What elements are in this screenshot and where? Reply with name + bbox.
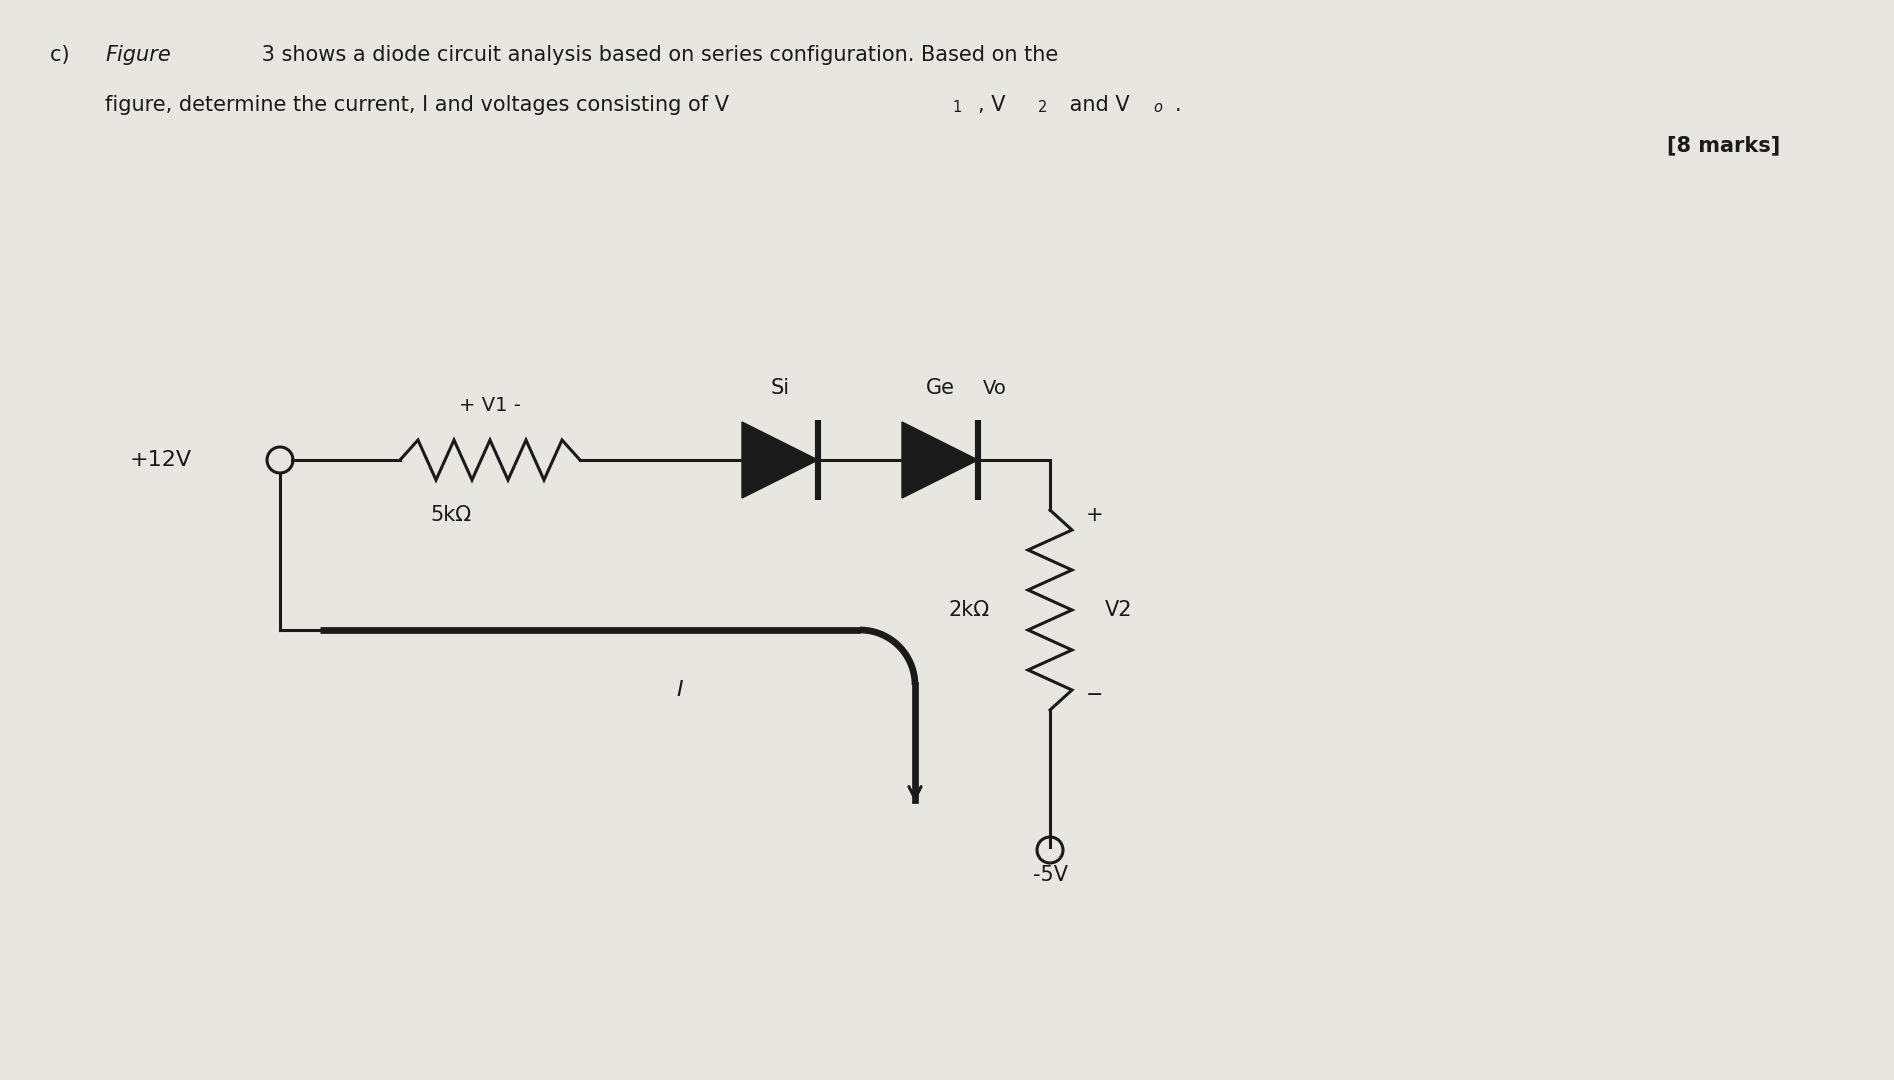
Text: 2kΩ: 2kΩ — [949, 600, 991, 620]
Text: Figure: Figure — [104, 45, 170, 65]
Text: -5V: -5V — [1032, 865, 1068, 885]
Text: [8 marks]: [8 marks] — [1667, 135, 1780, 156]
Polygon shape — [742, 422, 818, 498]
Polygon shape — [902, 422, 977, 498]
Text: $_o$: $_o$ — [1153, 95, 1163, 114]
Text: Vo: Vo — [983, 379, 1008, 399]
Text: $_2$: $_2$ — [1038, 95, 1047, 114]
Text: , V: , V — [977, 95, 1006, 114]
Text: +12V: +12V — [131, 450, 191, 470]
Text: −: − — [1087, 685, 1104, 705]
Text: Ge: Ge — [926, 378, 955, 399]
Text: $_1$: $_1$ — [953, 95, 962, 114]
Text: .: . — [1174, 95, 1182, 114]
Text: figure, determine the current, I and voltages consisting of V: figure, determine the current, I and vol… — [104, 95, 729, 114]
Text: 5kΩ: 5kΩ — [430, 505, 472, 525]
Text: V2: V2 — [1104, 600, 1133, 620]
Text: +: + — [1085, 505, 1104, 525]
Text: + V1 -: + V1 - — [458, 396, 521, 415]
Text: I: I — [676, 680, 684, 700]
Text: Si: Si — [771, 378, 790, 399]
Text: c): c) — [49, 45, 76, 65]
Text: and V: and V — [1063, 95, 1129, 114]
Text: 3 shows a diode circuit analysis based on series configuration. Based on the: 3 shows a diode circuit analysis based o… — [256, 45, 1059, 65]
